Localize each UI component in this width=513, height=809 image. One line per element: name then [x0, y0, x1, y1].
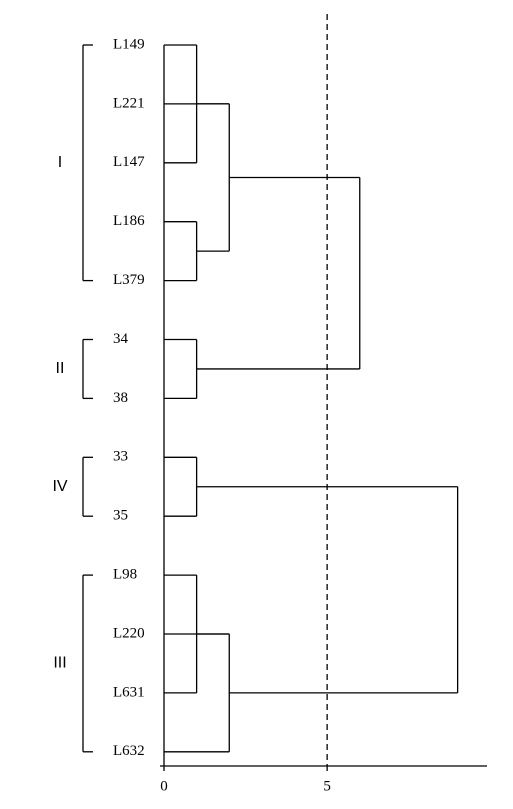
group-label: II	[56, 360, 65, 377]
leaf-label: L147	[113, 154, 145, 170]
leaf-label: 38	[113, 390, 128, 406]
x-tick-label: 0	[160, 778, 168, 794]
leaf-label: L220	[113, 625, 145, 641]
group-label: III	[53, 655, 66, 672]
leaf-label: L221	[113, 95, 145, 111]
leaf-label: L186	[113, 213, 145, 229]
leaf-label: L631	[113, 684, 145, 700]
leaf-label: 35	[113, 508, 128, 524]
leaf-label: L149	[113, 36, 145, 52]
leaf-label: 34	[113, 331, 129, 347]
x-tick-label: 5	[323, 778, 331, 794]
leaf-label: L98	[113, 567, 137, 583]
leaf-label: L632	[113, 743, 145, 759]
group-label: IV	[52, 478, 67, 495]
leaf-label: 33	[113, 449, 128, 465]
group-label: I	[58, 154, 62, 171]
leaf-label: L379	[113, 272, 145, 288]
